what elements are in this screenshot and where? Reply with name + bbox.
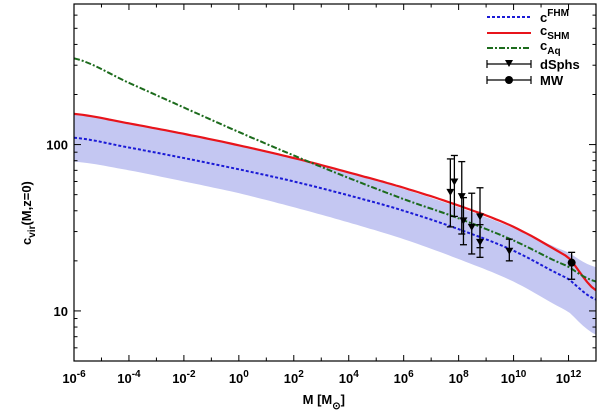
x-axis-label-sub: ⊙ <box>332 401 340 412</box>
x-axis-label-main: M [M <box>303 392 333 407</box>
marker-triangle-down <box>450 178 459 186</box>
x-tick-label: 10-4 <box>117 369 141 386</box>
marker-triangle-down <box>505 247 514 255</box>
x-tick-label: 10-6 <box>62 369 86 386</box>
x-axis-label: M [M⊙] <box>303 392 345 412</box>
data-point-dsphs <box>476 224 485 258</box>
data-point-dsphs <box>505 238 514 262</box>
legend: cFHM cSHM cAq dSphs MW <box>486 8 580 88</box>
legend-swatch-dsphs <box>486 60 532 68</box>
x-tick-label: 106 <box>394 369 414 386</box>
x-tick-label: 104 <box>339 369 359 386</box>
legend-swatch-mw <box>486 76 532 84</box>
svg-text:cvir(M,z=0): cvir(M,z=0) <box>19 181 38 245</box>
marker-triangle-down <box>457 193 466 201</box>
data-point-dsphs <box>467 192 476 255</box>
axis-ticks: 10-6 10-4 10-2 100 102 104 106 108 1010 1012 10 100 <box>46 3 597 386</box>
data-point-dsphs <box>450 154 459 218</box>
x-tick-label: 100 <box>229 369 249 386</box>
legend-label-fhm: cFHM <box>540 8 569 25</box>
x-tick-label: 1010 <box>501 369 527 386</box>
x-tick-label: 108 <box>449 369 469 386</box>
x-tick-label: 1012 <box>556 369 582 386</box>
marker-triangle-down <box>459 217 468 225</box>
marker-circle <box>567 258 576 267</box>
x-tick-label: 102 <box>284 369 304 386</box>
plot-area <box>74 57 596 335</box>
legend-label-dsphs: dSphs <box>540 57 580 72</box>
plot-frame <box>73 3 597 362</box>
y-axis-label-rest: (M,z=0) <box>19 181 34 225</box>
y-tick-label: 100 <box>46 138 68 153</box>
legend-label-mw: MW <box>540 73 564 88</box>
marker-triangle-down <box>476 213 485 221</box>
axes-frame <box>73 3 597 362</box>
series-line-shm <box>74 112 596 292</box>
marker-triangle-down <box>467 223 476 231</box>
x-axis-label-close: ] <box>341 392 345 407</box>
svg-text:M [M⊙]: M [M⊙] <box>303 392 345 412</box>
series-line-fhm <box>74 136 596 301</box>
y-axis-label-main: c <box>19 238 34 245</box>
marker-triangle-down <box>446 188 455 196</box>
data-point-dsphs <box>446 158 455 228</box>
data-point-dsphs <box>459 196 468 246</box>
series-line-aq <box>74 57 596 283</box>
x-tick-label: 10-2 <box>172 369 196 386</box>
marker-triangle-down <box>476 238 485 246</box>
uncertainty-band <box>74 114 596 335</box>
legend-label-shm: cSHM <box>540 23 569 42</box>
y-axis-label: cvir(M,z=0) <box>19 181 38 245</box>
data-point-mw <box>567 251 576 280</box>
y-tick-label: 10 <box>54 304 68 319</box>
legend-label-aq: cAq <box>540 38 561 57</box>
y-axis-label-sub: vir <box>27 225 38 237</box>
